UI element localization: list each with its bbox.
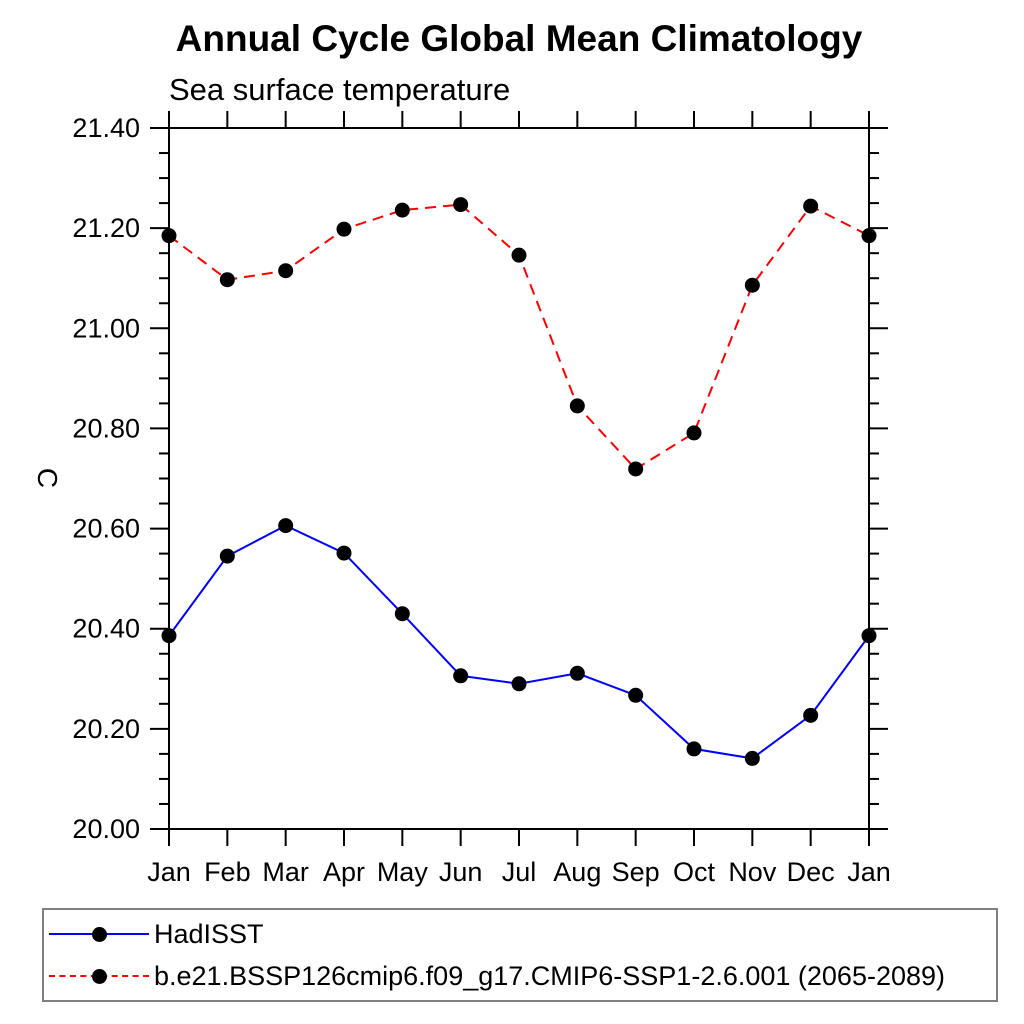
legend-item-model: b.e21.BSSP126cmip6.f09_g17.CMIP6-SSP1-2.… — [49, 959, 996, 993]
legend-marker-dot — [91, 926, 107, 942]
data-point-1 — [219, 272, 235, 288]
data-point-0 — [861, 628, 877, 644]
data-point-0 — [511, 676, 527, 692]
y-tick-label: 20.00 — [72, 814, 140, 844]
data-point-1 — [803, 198, 819, 214]
data-point-0 — [686, 741, 702, 757]
x-tick-label: Jun — [439, 857, 483, 887]
data-point-1 — [686, 425, 702, 441]
y-tick-label: 20.60 — [72, 514, 140, 544]
x-tick-label: Aug — [553, 857, 601, 887]
legend-item-hadisst: HadISST — [49, 917, 996, 951]
legend-line-sample — [49, 968, 149, 984]
data-point-0 — [336, 545, 352, 561]
x-tick-label: Jul — [502, 857, 537, 887]
x-tick-label: Oct — [673, 857, 716, 887]
series-line-1 — [168, 203, 870, 471]
chart-legend: HadISST b.e21.BSSP126cmip6.f09_g17.CMIP6… — [42, 908, 998, 1002]
data-point-0 — [394, 606, 410, 622]
data-point-1 — [453, 197, 469, 213]
data-point-1 — [744, 277, 760, 293]
data-point-0 — [628, 687, 644, 703]
x-tick-label: Jan — [847, 857, 891, 887]
legend-label: b.e21.BSSP126cmip6.f09_g17.CMIP6-SSP1-2.… — [154, 960, 946, 991]
chart-subtitle: Sea surface temperature — [169, 72, 511, 107]
x-tick-label: Jan — [147, 857, 191, 887]
legend-marker-dot — [91, 968, 107, 984]
y-tick-label: 20.40 — [72, 614, 140, 644]
data-point-0 — [161, 628, 177, 644]
data-point-0 — [278, 518, 294, 534]
data-point-0 — [744, 750, 760, 766]
x-tick-label: Dec — [787, 857, 835, 887]
data-point-0 — [569, 665, 585, 681]
legend-label: HadISST — [154, 918, 264, 949]
y-tick-label: 20.80 — [72, 413, 140, 443]
data-point-1 — [569, 398, 585, 414]
data-point-1 — [161, 228, 177, 244]
x-tick-label: Mar — [262, 857, 309, 887]
y-tick-label: 21.40 — [72, 113, 140, 143]
data-point-1 — [861, 228, 877, 244]
y-tick-label: 21.00 — [72, 313, 140, 343]
data-point-0 — [453, 668, 469, 684]
data-point-1 — [628, 461, 644, 477]
y-axis-title: C — [32, 468, 63, 488]
data-point-1 — [394, 202, 410, 218]
data-point-1 — [336, 221, 352, 237]
y-tick-label: 21.20 — [72, 213, 140, 243]
y-tick-label: 20.20 — [72, 714, 140, 744]
data-point-1 — [511, 247, 527, 263]
x-tick-label: Nov — [728, 857, 777, 887]
data-point-0 — [803, 707, 819, 723]
data-point-1 — [278, 263, 294, 279]
series-line-0 — [168, 524, 870, 760]
x-tick-label: Feb — [204, 857, 251, 887]
data-point-0 — [219, 548, 235, 564]
legend-line-sample — [49, 926, 149, 942]
x-tick-label: Apr — [323, 857, 365, 887]
x-tick-label: May — [377, 857, 429, 887]
chart-title: Annual Cycle Global Mean Climatology — [175, 18, 863, 59]
plot-frame — [168, 127, 870, 830]
x-tick-label: Sep — [612, 857, 660, 887]
